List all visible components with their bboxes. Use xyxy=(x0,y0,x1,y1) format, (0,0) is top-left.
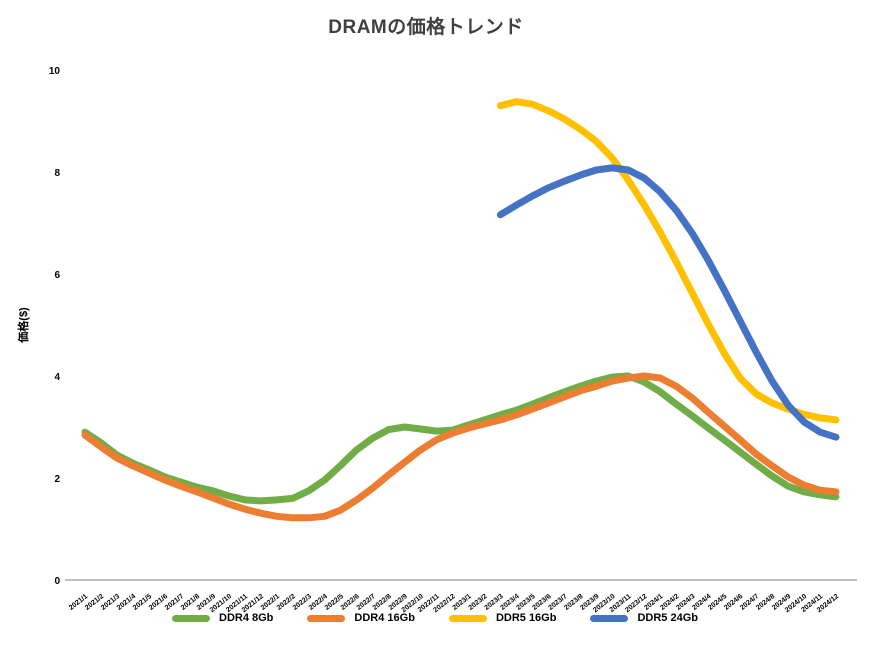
series-line-0 xyxy=(81,372,840,505)
y-tick-label: 8 xyxy=(54,168,60,179)
legend-item: DDR5 24Gb xyxy=(590,612,698,624)
y-tick-label: 6 xyxy=(54,270,60,281)
y-tick-label: 0 xyxy=(54,576,60,587)
legend-swatch-line xyxy=(307,614,346,622)
legend-swatch-line xyxy=(590,614,629,622)
legend-label: DDR4 16Gb xyxy=(354,612,415,624)
series-line-1 xyxy=(81,372,840,522)
y-tick-label: 4 xyxy=(54,372,60,383)
legend-label: DDR5 16Gb xyxy=(495,612,557,624)
series-line-3 xyxy=(496,164,840,441)
y-axis-title: 価格($) xyxy=(16,307,30,344)
legend-label: DDR5 24Gb xyxy=(637,612,698,624)
y-tick-label: 2 xyxy=(54,474,60,485)
legend-swatch-line xyxy=(172,614,210,622)
legend-swatch-line xyxy=(448,614,487,622)
legend-item: DDR4 8Gb xyxy=(172,612,273,624)
series-line-2 xyxy=(496,98,840,424)
y-tick-label: 10 xyxy=(49,66,61,77)
legend-label: DDR4 8Gb xyxy=(219,612,274,624)
chart-legend: DDR4 8Gb DDR4 16Gb DDR5 16Gb DDR5 24Gb xyxy=(0,612,870,624)
chart-title: DRAMの価格トレンド xyxy=(328,17,524,38)
legend-item: DDR4 16Gb xyxy=(307,612,415,624)
legend-item: DDR5 16Gb xyxy=(448,612,557,624)
